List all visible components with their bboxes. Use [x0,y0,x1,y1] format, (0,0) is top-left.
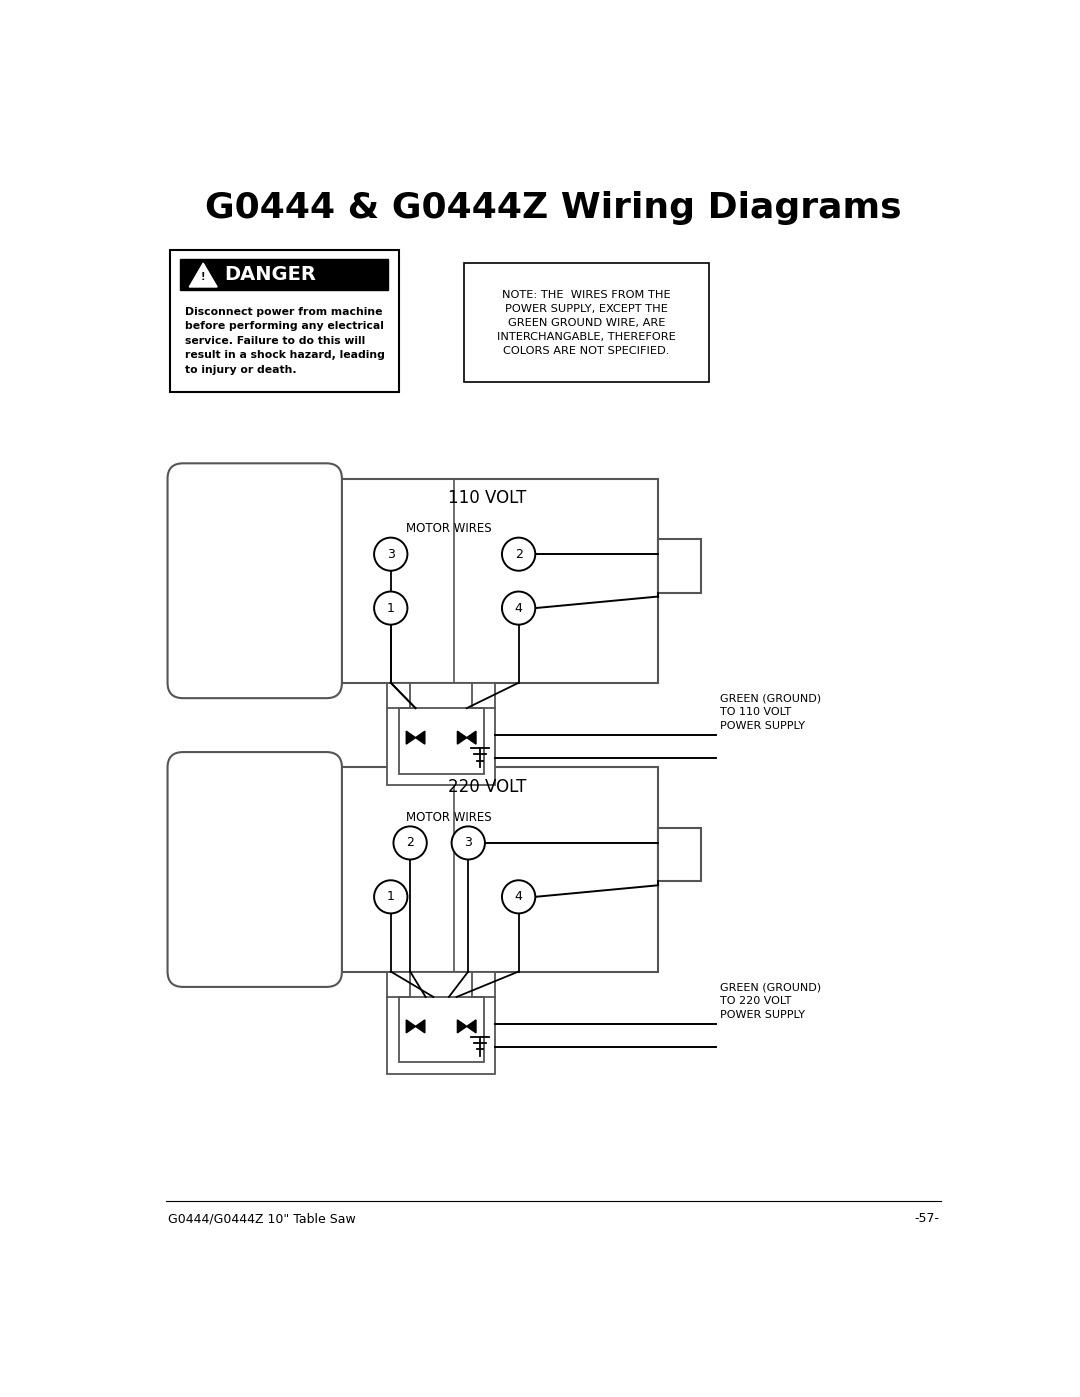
Text: 220 VOLT: 220 VOLT [448,778,527,796]
Polygon shape [458,1020,467,1032]
Text: 2: 2 [406,837,414,849]
Bar [387,683,496,785]
Circle shape [451,827,485,859]
Text: !: ! [201,271,205,282]
FancyBboxPatch shape [167,464,342,698]
Text: -57-: -57- [915,1213,940,1225]
Bar [387,971,496,1074]
Text: GREEN (GROUND)
TO 110 VOLT
POWER SUPPLY: GREEN (GROUND) TO 110 VOLT POWER SUPPLY [720,693,821,731]
Bar [318,479,658,683]
Polygon shape [458,731,467,745]
Polygon shape [467,731,476,745]
Polygon shape [416,1020,424,1032]
Text: MOTOR WIRES: MOTOR WIRES [406,812,491,824]
Text: GREEN (GROUND)
TO 220 VOLT
POWER SUPPLY: GREEN (GROUND) TO 220 VOLT POWER SUPPLY [720,982,821,1020]
Polygon shape [416,731,424,745]
Polygon shape [406,731,416,745]
Bar [399,997,484,1062]
Text: 1: 1 [387,890,394,904]
Circle shape [502,591,536,624]
Polygon shape [189,263,217,286]
Bar [464,263,708,383]
Text: 1: 1 [387,602,394,615]
Bar [318,767,658,971]
Text: MOTOR WIRES: MOTOR WIRES [406,522,491,535]
Polygon shape [406,1020,416,1032]
Text: 3: 3 [387,548,394,560]
Circle shape [374,880,407,914]
Circle shape [502,880,536,914]
Circle shape [502,538,536,571]
Bar [180,260,388,291]
Circle shape [374,591,407,624]
Text: G0444/G0444Z 10" Table Saw: G0444/G0444Z 10" Table Saw [167,1213,355,1225]
Text: Disconnect power from machine
before performing any electrical
service. Failure : Disconnect power from machine before per… [185,307,384,374]
Bar [170,250,399,393]
Circle shape [393,827,427,859]
Text: G0444 & G0444Z Wiring Diagrams: G0444 & G0444Z Wiring Diagrams [205,190,902,225]
Text: 4: 4 [515,890,523,904]
Bar [658,827,701,882]
Text: 110 VOLT: 110 VOLT [448,489,527,507]
Polygon shape [467,1020,476,1032]
Text: 3: 3 [464,837,472,849]
Circle shape [374,538,407,571]
Text: 4: 4 [515,602,523,615]
Bar [658,539,701,592]
Text: 2: 2 [515,548,523,560]
FancyBboxPatch shape [167,752,342,986]
Bar [399,708,484,774]
Text: NOTE: THE  WIRES FROM THE
POWER SUPPLY, EXCEPT THE
GREEN GROUND WIRE, ARE
INTERC: NOTE: THE WIRES FROM THE POWER SUPPLY, E… [497,291,676,356]
Text: DANGER: DANGER [225,265,316,285]
